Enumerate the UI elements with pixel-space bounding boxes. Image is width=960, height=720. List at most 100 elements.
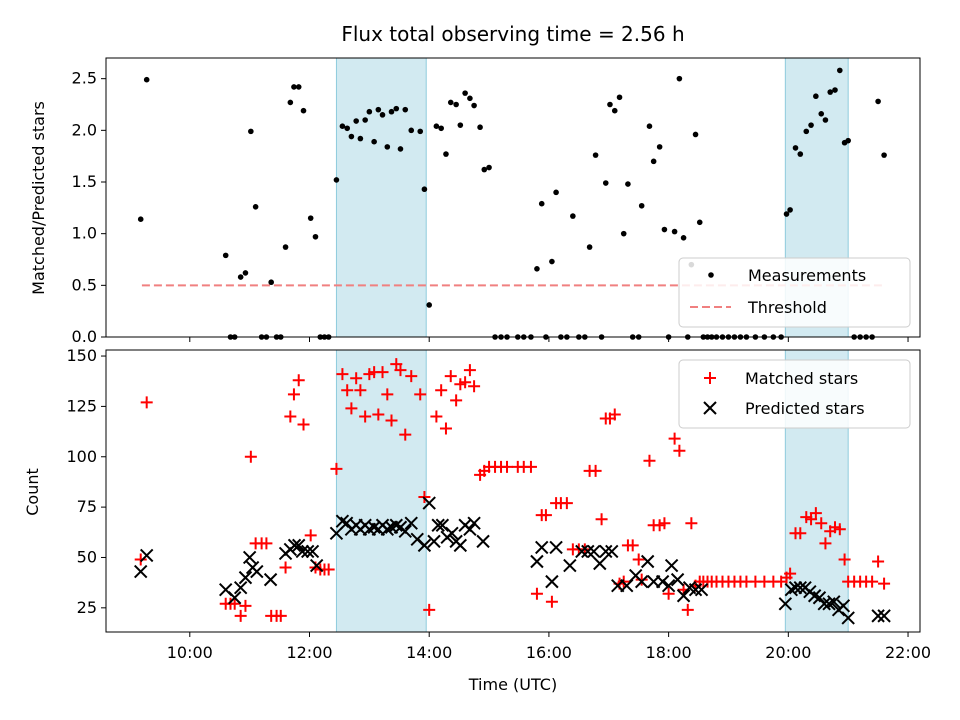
matched-star-point-36 bbox=[385, 414, 398, 427]
measurement-point-95 bbox=[696, 219, 703, 226]
top-legend: Measurements Threshold bbox=[678, 257, 911, 328]
matched-star-point-17 bbox=[292, 374, 305, 387]
matched-star-point-51 bbox=[463, 364, 476, 377]
matched-star-point-38 bbox=[394, 364, 407, 377]
predicted-star-point-16 bbox=[305, 544, 320, 559]
measurement-point-19 bbox=[307, 215, 314, 221]
matched-star-point-115 bbox=[809, 507, 822, 520]
measurement-point-6 bbox=[242, 270, 249, 276]
matched-star-point-73 bbox=[589, 464, 602, 477]
matched-star-point-40 bbox=[405, 370, 418, 383]
matched-star-point-128 bbox=[878, 577, 891, 590]
measurement-point-43 bbox=[426, 302, 433, 308]
matched-star-point-43 bbox=[423, 603, 436, 616]
legend-matched-marker bbox=[704, 372, 716, 384]
measurement-point-1 bbox=[143, 76, 150, 83]
top-y-tick-label-2: 1.0 bbox=[72, 224, 97, 243]
predicted-star-point-54 bbox=[575, 544, 589, 559]
measurement-point-86 bbox=[656, 144, 663, 150]
bottom-y-tick-label-5: 150 bbox=[66, 346, 97, 365]
measurement-point-113 bbox=[803, 128, 810, 135]
matched-star-point-6 bbox=[239, 599, 252, 612]
matched-star-point-16 bbox=[287, 388, 300, 401]
matched-star-point-92 bbox=[681, 603, 694, 616]
predicted-star-point-53 bbox=[563, 558, 577, 573]
measurement-point-79 bbox=[620, 230, 627, 237]
predicted-star-point-15 bbox=[300, 544, 315, 559]
measurement-point-20 bbox=[312, 233, 319, 240]
matched-star-point-52 bbox=[468, 380, 481, 393]
predicted-star-point-72 bbox=[688, 582, 703, 597]
bottom-panel: 25 50 75 100 125 150 10:00 12:00 14:00 16:00 18:0… bbox=[23, 346, 931, 694]
legend-measurements-marker bbox=[708, 272, 714, 278]
matched-star-point-77 bbox=[608, 408, 621, 421]
top-y-axis-label: Matched/Predicted stars bbox=[29, 101, 48, 295]
matched-star-point-64 bbox=[539, 509, 552, 522]
matched-star-point-90 bbox=[673, 444, 686, 457]
predicted-star-point-1 bbox=[139, 548, 154, 563]
legend-matched-label: Matched stars bbox=[745, 369, 858, 388]
x-tick-label-5: 20:00 bbox=[765, 643, 811, 662]
predicted-star-point-5 bbox=[238, 570, 253, 585]
predicted-star-point-58 bbox=[599, 544, 613, 559]
predicted-star-point-14 bbox=[295, 544, 310, 559]
matched-star-point-34 bbox=[376, 366, 389, 379]
measurement-point-83 bbox=[638, 202, 645, 209]
matched-star-point-87 bbox=[658, 517, 671, 530]
x-tick-label-6: 22:00 bbox=[885, 643, 931, 662]
top-y-tick-label-5: 2.5 bbox=[72, 69, 97, 88]
matched-star-point-33 bbox=[372, 408, 385, 421]
top-y-ticks: 0.0 0.5 1.0 1.5 2.0 2.5 bbox=[72, 69, 106, 346]
measurement-point-45 bbox=[438, 125, 444, 132]
matched-star-point-82 bbox=[632, 553, 645, 566]
matched-star-point-114 bbox=[805, 513, 818, 526]
matched-star-point-19 bbox=[304, 529, 317, 542]
x-tick-label-2: 14:00 bbox=[406, 643, 452, 662]
predicted-star-point-59 bbox=[605, 544, 619, 559]
measurement-point-66 bbox=[553, 189, 559, 196]
bottom-y-tick-label-2: 75 bbox=[77, 497, 97, 516]
predicted-star-point-50 bbox=[535, 540, 549, 555]
matched-star-point-120 bbox=[833, 523, 846, 536]
predicted-star-point-18 bbox=[329, 526, 344, 541]
matched-star-markers bbox=[134, 358, 891, 622]
measurement-point-119 bbox=[832, 87, 838, 93]
predicted-star-point-12 bbox=[287, 538, 302, 553]
predicted-star-point-26 bbox=[367, 520, 381, 534]
matched-star-point-18 bbox=[297, 418, 310, 431]
measurement-point-87 bbox=[661, 226, 668, 233]
predicted-star-point-31 bbox=[389, 518, 403, 532]
measurement-point-54 bbox=[481, 166, 488, 173]
predicted-star-point-68 bbox=[664, 558, 679, 573]
predicted-star-point-48 bbox=[476, 534, 490, 549]
matched-star-point-74 bbox=[595, 513, 608, 526]
x-axis-label: Time (UTC) bbox=[468, 675, 557, 694]
matched-star-point-26 bbox=[341, 384, 354, 397]
matched-star-point-29 bbox=[354, 384, 367, 397]
measurement-point-63 bbox=[538, 200, 545, 207]
predicted-star-point-8 bbox=[250, 564, 264, 579]
matched-star-point-117 bbox=[819, 537, 832, 550]
measurement-point-65 bbox=[549, 258, 555, 265]
measurement-point-122 bbox=[845, 137, 851, 144]
predicted-star-point-44 bbox=[453, 538, 468, 553]
measurement-point-90 bbox=[676, 75, 683, 82]
measurement-point-32 bbox=[371, 138, 377, 145]
top-y-tick-label-1: 0.5 bbox=[72, 275, 97, 294]
measurement-point-117 bbox=[822, 117, 829, 123]
measurement-point-5 bbox=[237, 274, 244, 280]
matched-star-point-13 bbox=[274, 609, 287, 622]
measurement-point-40 bbox=[408, 127, 415, 134]
measurement-point-30 bbox=[362, 117, 368, 123]
measurement-point-17 bbox=[295, 84, 302, 90]
bottom-y-axis-label: Count bbox=[23, 468, 42, 516]
measurement-point-78 bbox=[616, 94, 623, 101]
top-y-tick-label-4: 2.0 bbox=[72, 120, 97, 139]
matched-star-point-112 bbox=[794, 527, 807, 540]
measurement-point-69 bbox=[570, 213, 576, 219]
measurement-point-112 bbox=[797, 151, 804, 157]
predicted-star-point-13 bbox=[292, 538, 306, 553]
predicted-star-point-87 bbox=[841, 611, 855, 625]
measurement-point-34 bbox=[379, 112, 386, 118]
